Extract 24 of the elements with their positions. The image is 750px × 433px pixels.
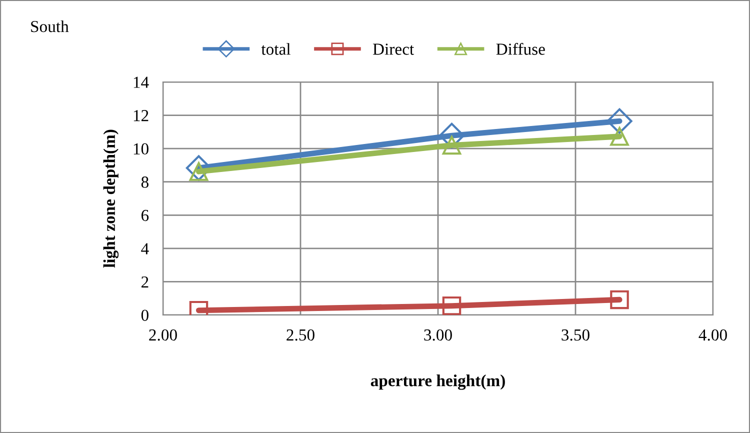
- x-axis-title: aperture height(m): [370, 374, 505, 390]
- point: [438, 122, 465, 148]
- y-tick-label: 10: [134, 143, 148, 155]
- chart-title: South: [31, 20, 69, 32]
- y-tick-label: 6: [141, 210, 149, 222]
- y-tick-label: 0: [141, 310, 148, 321]
- point: [606, 108, 632, 134]
- x-tick-label: 2.00: [149, 329, 177, 341]
- point: [610, 127, 629, 146]
- y-tick-label: 2: [142, 276, 148, 288]
- x-tick-label: 3.00: [424, 329, 452, 341]
- y-tick-label: 12: [134, 110, 148, 122]
- legend-label: Diffuse: [496, 42, 545, 55]
- y-tick-label: 8: [141, 176, 148, 188]
- y-tick-label: 4: [141, 243, 149, 254]
- x-tick-label: 4.00: [698, 329, 727, 341]
- y-axis-title: light zone depth(m): [103, 130, 119, 268]
- legend-label: total: [261, 43, 290, 55]
- x-tick-label: 2.50: [286, 329, 314, 341]
- y-tick-label: 14: [134, 76, 149, 88]
- legend-label: Direct: [372, 44, 414, 55]
- point: [442, 296, 462, 315]
- point: [610, 290, 629, 310]
- x-tick-label: 3.50: [562, 329, 590, 341]
